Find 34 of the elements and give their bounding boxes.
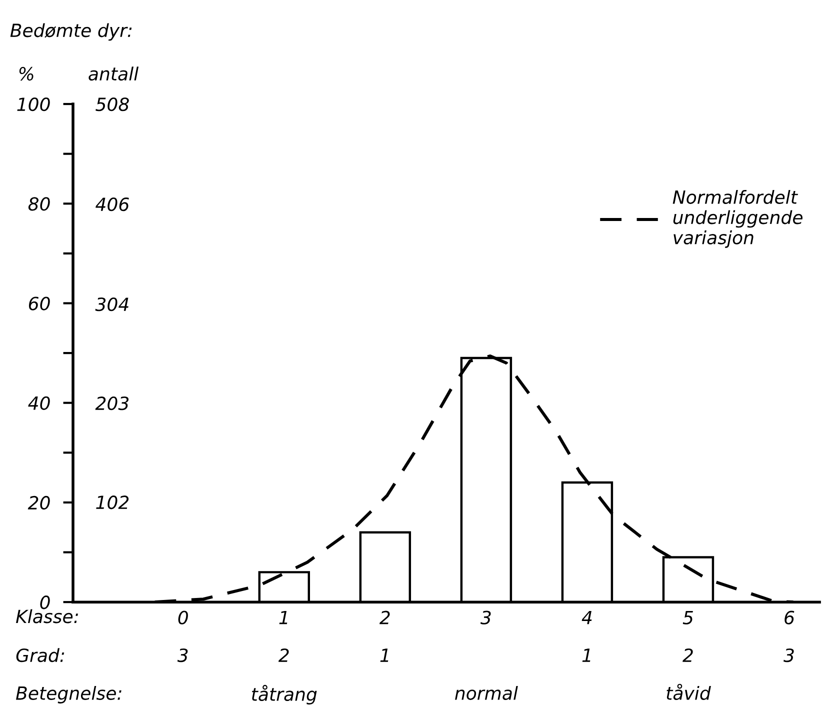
text: tåtrang: [252, 684, 317, 705]
x-tick-label: 5: [682, 610, 693, 624]
legend-label: Normalfordelt underliggende variasjon: [672, 190, 802, 248]
text: 3: [784, 648, 794, 662]
text: normal: [455, 686, 518, 700]
y2-tick-label: 304: [95, 297, 128, 312]
y2-tick-label: 102: [96, 496, 129, 510]
text: 2: [278, 648, 289, 662]
text: Grad:: [16, 648, 64, 662]
text: 2: [682, 648, 693, 662]
x-tick-label: 4: [582, 610, 592, 624]
x-tick-label: 2: [379, 610, 390, 624]
x-tick-label: 6: [784, 610, 794, 624]
x-tick-label: 3: [480, 610, 491, 624]
y-tick-label: 0: [40, 596, 50, 610]
text: 1: [582, 648, 590, 662]
y-tick-label: 60: [28, 296, 50, 310]
y2-axis-title: antall: [88, 66, 139, 81]
y-axis-title: %: [19, 66, 34, 81]
x-axis-title: Klasse:: [16, 609, 78, 624]
text: Betegnelse:: [16, 686, 122, 704]
y-tick-label: 80: [28, 197, 50, 211]
y-tick-label: 100: [17, 97, 50, 112]
x-tick-label: 1: [279, 610, 288, 624]
text: Bedømte dyr:: [10, 23, 132, 41]
y2-tick-label: 203: [95, 396, 129, 410]
text: 3: [177, 648, 188, 662]
text: tåvid: [666, 684, 711, 700]
x-tick-label: 0: [178, 610, 188, 624]
y2-tick-label: 406: [96, 197, 129, 212]
y-tick-label: 40: [28, 396, 50, 410]
text: 1: [380, 648, 388, 662]
y-tick-label: 20: [28, 496, 50, 510]
y2-tick-label: 508: [96, 97, 129, 112]
